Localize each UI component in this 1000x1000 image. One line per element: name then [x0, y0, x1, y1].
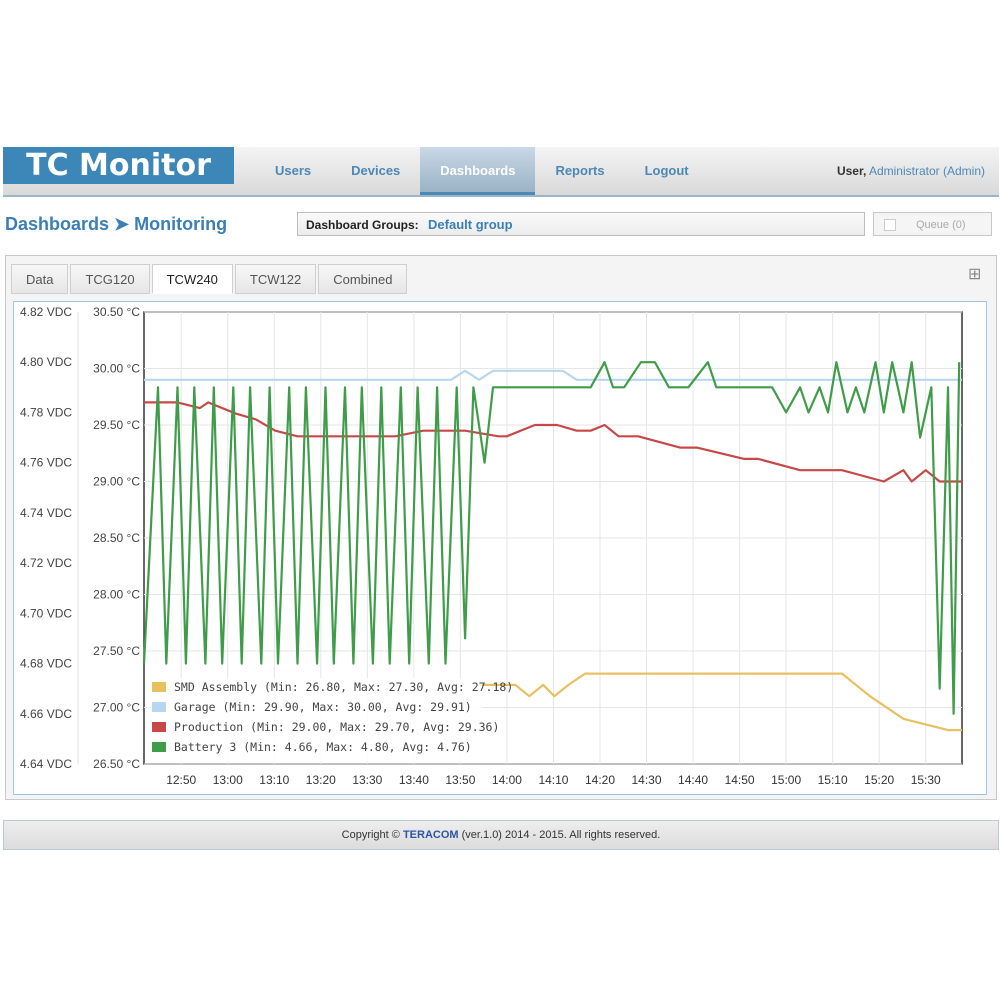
nav-reports[interactable]: Reports: [555, 163, 605, 178]
tab-tcw122[interactable]: TCW122: [234, 264, 317, 294]
x-tick-label: 14:20: [585, 773, 615, 787]
grid-layout-icon[interactable]: ⊞: [968, 266, 982, 283]
x-tick-label: 14:00: [492, 773, 522, 787]
tab-data[interactable]: Data: [11, 264, 69, 294]
legend-swatch: [152, 682, 166, 692]
y-volt-tick-label: 4.68 VDC: [20, 657, 72, 671]
dashboard-panel: Data TCG120 TCW240 TCW122 Combined ⊞ 12:…: [5, 255, 997, 800]
user-label: User,: [836, 164, 867, 178]
x-tick-label: 13:30: [352, 773, 382, 787]
legend-label: Garage (Min: 29.90, Max: 30.00, Avg: 29.…: [174, 700, 472, 714]
chart-container: 12:50 13:00 13:10 13:20 13:30 13:40 13:50 14:00…: [13, 301, 987, 795]
x-tick-label: 12:50: [166, 773, 196, 787]
x-tick-label: 15:00: [771, 773, 801, 787]
legend-swatch: [152, 722, 166, 732]
footer-prefix: Copyright ©: [341, 829, 400, 841]
y-volt-tick-label: 4.70 VDC: [20, 606, 72, 620]
footer: Copyright © TERACOM (ver.1.0) 2014 - 201…: [3, 820, 999, 850]
y-temp-tick-label: 30.00 °C: [93, 362, 140, 376]
y-volt-tick-label: 4.74 VDC: [20, 506, 72, 520]
legend-box: [148, 678, 482, 762]
y-volt-tick-label: 4.78 VDC: [20, 405, 72, 419]
legend-swatch: [152, 702, 166, 712]
device-tabs: Data TCG120 TCW240 TCW122 Combined: [11, 264, 409, 294]
x-tick-label: 13:00: [213, 773, 243, 787]
x-tick-label: 14:10: [538, 773, 568, 787]
dashboard-groups-label: Dashboard Groups:: [306, 218, 419, 232]
y-temp-tick-label: 27.50 °C: [93, 644, 140, 658]
app-logo: TC Monitor: [3, 147, 234, 184]
y-temp-tick-label: 28.00 °C: [93, 588, 140, 602]
x-tick-label: 15:20: [864, 773, 894, 787]
user-info: User, Administrator (Admin): [837, 147, 985, 195]
nav-devices[interactable]: Devices: [351, 163, 401, 178]
nav-users[interactable]: Users: [275, 163, 312, 178]
x-tick-label: 13:10: [259, 773, 289, 787]
x-tick-label: 15:30: [911, 773, 941, 787]
y-volt-tick-label: 4.66 VDC: [20, 707, 72, 721]
series-line-battery-3: [142, 361, 961, 715]
y-temp-tick-label: 26.50 °C: [93, 757, 140, 771]
x-tick-label: 13:20: [306, 773, 336, 787]
x-tick-label: 15:10: [818, 773, 848, 787]
y-temp-tick-label: 29.00 °C: [93, 475, 140, 489]
x-tick-label: 13:50: [445, 773, 475, 787]
tc-monitor-app: TC Monitor Users Devices Dashboards Repo…: [3, 147, 999, 852]
tab-combined[interactable]: Combined: [318, 264, 408, 294]
legend-label: Production (Min: 29.00, Max: 29.70, Avg:…: [174, 720, 499, 734]
legend-swatch: [152, 742, 166, 752]
y-temp-tick-label: 29.50 °C: [93, 418, 140, 432]
x-tick-label: 13:40: [399, 773, 429, 787]
legend-label: Battery 3 (Min: 4.66, Max: 4.80, Avg: 4.…: [174, 740, 472, 754]
queue-label: Queue (0): [916, 219, 966, 231]
y-volt-tick-label: 4.82 VDC: [20, 305, 72, 319]
tab-tcg120[interactable]: TCG120: [70, 264, 150, 294]
nav-dashboards[interactable]: Dashboards: [420, 147, 536, 195]
top-header: TC Monitor Users Devices Dashboards Repo…: [3, 147, 999, 197]
y-volt-tick-label: 4.80 VDC: [20, 355, 72, 369]
y-temp-tick-label: 27.00 °C: [93, 701, 140, 715]
line-chart: 12:50 13:00 13:10 13:20 13:30 13:40 13:50 14:00…: [20, 305, 963, 787]
series-line-garage: [144, 369, 962, 381]
queue-checkbox[interactable]: [884, 219, 896, 231]
x-tick-label: 14:40: [678, 773, 708, 787]
y-temp-tick-label: 30.50 °C: [93, 305, 140, 319]
footer-suffix: (ver.1.0) 2014 - 2015. All rights reserv…: [461, 829, 661, 841]
dashboard-groups-select[interactable]: Dashboard Groups: Default group: [297, 212, 865, 236]
main-nav: Users Devices Dashboards Reports Logout: [255, 147, 709, 195]
user-name-link[interactable]: Administrator (Admin): [868, 164, 985, 178]
x-tick-label: 14:30: [632, 773, 662, 787]
legend-label: SMD Assembly (Min: 26.80, Max: 27.30, Av…: [174, 680, 513, 694]
series-line-smd-assembly: [479, 672, 962, 732]
y-volt-tick-label: 4.76 VDC: [20, 456, 72, 470]
nav-logout[interactable]: Logout: [644, 163, 689, 178]
breadcrumb: Dashboards ➤ Monitoring: [5, 214, 228, 234]
footer-brand-link[interactable]: TERACOM: [402, 829, 459, 841]
y-volt-tick-label: 4.64 VDC: [20, 757, 72, 771]
y-temp-tick-label: 28.50 °C: [93, 531, 140, 545]
y-volt-tick-label: 4.72 VDC: [20, 556, 72, 570]
x-tick-label: 14:50: [725, 773, 755, 787]
dashboard-groups-value: Default group: [428, 217, 513, 232]
queue-button[interactable]: Queue (0): [873, 212, 992, 236]
tab-tcw240[interactable]: TCW240: [151, 264, 233, 294]
